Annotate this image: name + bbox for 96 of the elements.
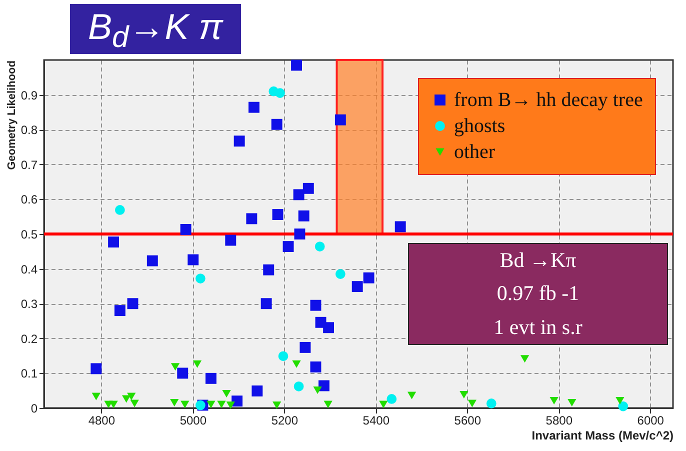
point (379, 400, 388, 408)
point (222, 390, 231, 398)
text-box: Bd →Kπ 0.97 fb -1 1 evt in s.r (408, 243, 668, 345)
x-tick-label: 5400 (362, 414, 390, 428)
point (298, 210, 310, 222)
point (292, 360, 301, 368)
point (272, 401, 282, 409)
annotation: 1 evt in s.r (492, 314, 584, 340)
point (486, 398, 496, 408)
point (275, 88, 285, 98)
point (294, 381, 304, 392)
point (272, 209, 284, 220)
point (108, 236, 120, 248)
point (246, 213, 258, 224)
point (302, 182, 314, 194)
point (324, 400, 332, 408)
point (310, 361, 322, 372)
point (460, 391, 468, 399)
point (282, 241, 294, 252)
y-tick-label: 0.2 (20, 332, 38, 346)
point (127, 392, 136, 400)
point (335, 269, 346, 279)
point (468, 400, 477, 408)
point (363, 272, 374, 284)
x-tick-label: 5200 (271, 414, 298, 428)
point (294, 228, 306, 240)
y-tick-label: 0.1 (20, 366, 38, 381)
point (170, 399, 179, 407)
point (352, 281, 363, 292)
legend-label: from B→ hh decay tree (454, 89, 643, 111)
point (616, 396, 624, 404)
point (122, 395, 131, 403)
y-tick-label: 0.3 (20, 297, 38, 312)
x-axis-title: Invariant Mass (Mev/c^2) (532, 428, 674, 442)
point (323, 322, 334, 334)
y-tick-label: 0.8 (20, 123, 38, 138)
point (205, 372, 216, 384)
point (291, 60, 302, 71)
point (196, 400, 206, 410)
x-tick-label: 5600 (454, 414, 482, 428)
point (206, 400, 216, 408)
point (196, 274, 206, 284)
x-tick-label: 6000 (637, 414, 664, 428)
point (115, 205, 125, 215)
point (217, 400, 226, 408)
y-tick-label: 0.7 (20, 158, 38, 172)
chart-title: B$_{d}$→K π (70, 4, 241, 58)
point (310, 300, 322, 311)
y-tick-label: 0.4 (20, 262, 38, 276)
x-tick-label: 4800 (88, 414, 116, 428)
annotation: Bd →Kπ (498, 248, 578, 274)
x-tick-label: 5800 (546, 414, 573, 428)
point (568, 399, 576, 407)
point (109, 400, 118, 408)
point (114, 305, 126, 316)
point (263, 264, 274, 276)
point (334, 114, 346, 126)
point (177, 368, 188, 379)
point (271, 118, 282, 130)
x-tick-label: 5000 (180, 414, 207, 428)
point (300, 342, 311, 353)
point (146, 255, 158, 266)
point (127, 298, 138, 310)
point (188, 254, 199, 266)
point (180, 400, 190, 408)
point (225, 234, 236, 246)
point (180, 224, 192, 235)
point (192, 360, 202, 368)
point (226, 401, 235, 409)
point (90, 363, 102, 374)
y-tick-label: 0 (30, 402, 38, 416)
point (232, 396, 243, 407)
point (170, 363, 180, 371)
point (278, 351, 288, 362)
legend-label: other (454, 141, 496, 163)
y-tick-label: 0.9 (20, 88, 38, 102)
point (234, 136, 245, 147)
point (618, 401, 628, 412)
point (313, 386, 322, 394)
legend-label: ghosts (454, 115, 506, 137)
point (386, 394, 397, 404)
point (394, 221, 406, 232)
point (520, 355, 530, 363)
point (92, 392, 100, 400)
point (248, 102, 260, 113)
point (130, 400, 139, 408)
y-axis-title: Geometry Likelihood (6, 60, 18, 170)
point (407, 392, 416, 400)
point (314, 242, 325, 252)
annotation: 0.97 fb -1 (496, 281, 580, 306)
point (293, 189, 304, 200)
y-tick-label: 0.5 (20, 228, 38, 242)
point (252, 385, 263, 396)
y-tick-label: 0.6 (20, 192, 38, 207)
point (260, 298, 272, 310)
point (550, 396, 558, 404)
